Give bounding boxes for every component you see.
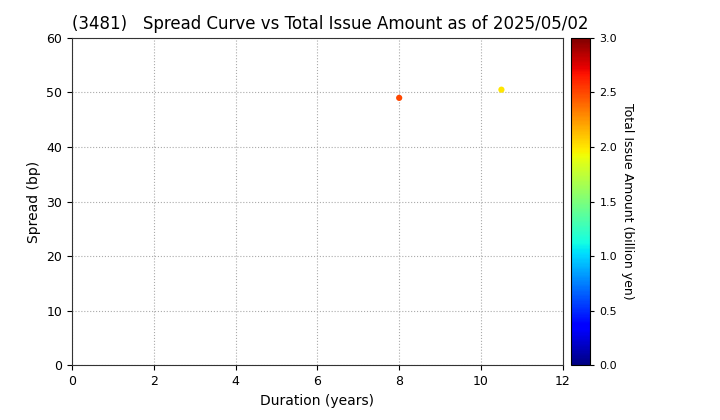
Y-axis label: Spread (bp): Spread (bp) [27,160,41,243]
X-axis label: Duration (years): Duration (years) [261,394,374,408]
Point [393,94,405,101]
Y-axis label: Total Issue Amount (billion yen): Total Issue Amount (billion yen) [621,103,634,300]
Point [495,86,507,93]
Text: (3481)   Spread Curve vs Total Issue Amount as of 2025/05/02: (3481) Spread Curve vs Total Issue Amoun… [72,16,588,34]
